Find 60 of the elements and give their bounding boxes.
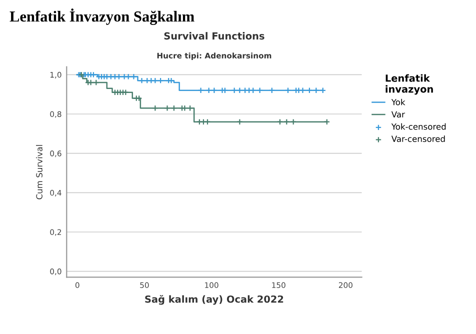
point <box>200 118 207 126</box>
point <box>96 73 102 80</box>
point <box>312 87 320 94</box>
point <box>198 87 204 94</box>
point <box>196 118 203 126</box>
point <box>242 87 248 94</box>
point <box>306 87 313 94</box>
point <box>90 72 97 78</box>
point <box>250 87 256 94</box>
point <box>144 77 150 84</box>
point <box>182 104 188 112</box>
point <box>88 79 94 86</box>
legend-label: Yok-censored <box>391 123 446 130</box>
point <box>170 104 178 112</box>
legend-label: Yok <box>391 98 406 106</box>
point <box>246 87 252 94</box>
point <box>165 77 172 84</box>
point <box>112 73 118 80</box>
point <box>168 77 174 84</box>
point <box>117 89 124 96</box>
y-axis-title: Cum Survival <box>36 145 42 200</box>
legend-label: Var-censored <box>391 136 445 142</box>
point <box>157 77 164 84</box>
point <box>300 87 306 94</box>
point <box>296 87 302 94</box>
point <box>236 118 243 126</box>
point <box>84 79 92 86</box>
legend-title: Lenfatik invazyon <box>386 74 433 95</box>
point <box>108 73 114 80</box>
point <box>284 87 292 94</box>
point <box>116 73 122 80</box>
legend-label: Var <box>391 111 405 118</box>
point <box>283 118 290 126</box>
point <box>104 73 110 80</box>
point <box>204 118 211 126</box>
point <box>122 89 129 96</box>
point <box>211 87 218 94</box>
point <box>222 87 228 94</box>
point <box>290 118 296 126</box>
point <box>93 79 100 86</box>
point <box>276 118 284 126</box>
point <box>130 73 137 80</box>
point <box>138 77 145 84</box>
point <box>101 73 108 80</box>
point <box>186 104 194 112</box>
point <box>219 87 226 94</box>
point <box>164 104 170 112</box>
point <box>152 77 158 84</box>
point <box>231 87 238 94</box>
chart-subtitle: Survival Functions <box>164 32 264 40</box>
point <box>236 87 243 94</box>
point <box>152 104 158 112</box>
x-axis-title: Sağ kalım (ay) Ocak 2022 <box>145 295 284 305</box>
point <box>256 87 263 94</box>
point <box>268 87 276 94</box>
chart-title: Lenfatik İnvazyon Sağkalım <box>10 8 194 25</box>
point <box>121 73 128 80</box>
point <box>206 87 212 94</box>
point <box>292 87 300 94</box>
point <box>125 73 132 80</box>
